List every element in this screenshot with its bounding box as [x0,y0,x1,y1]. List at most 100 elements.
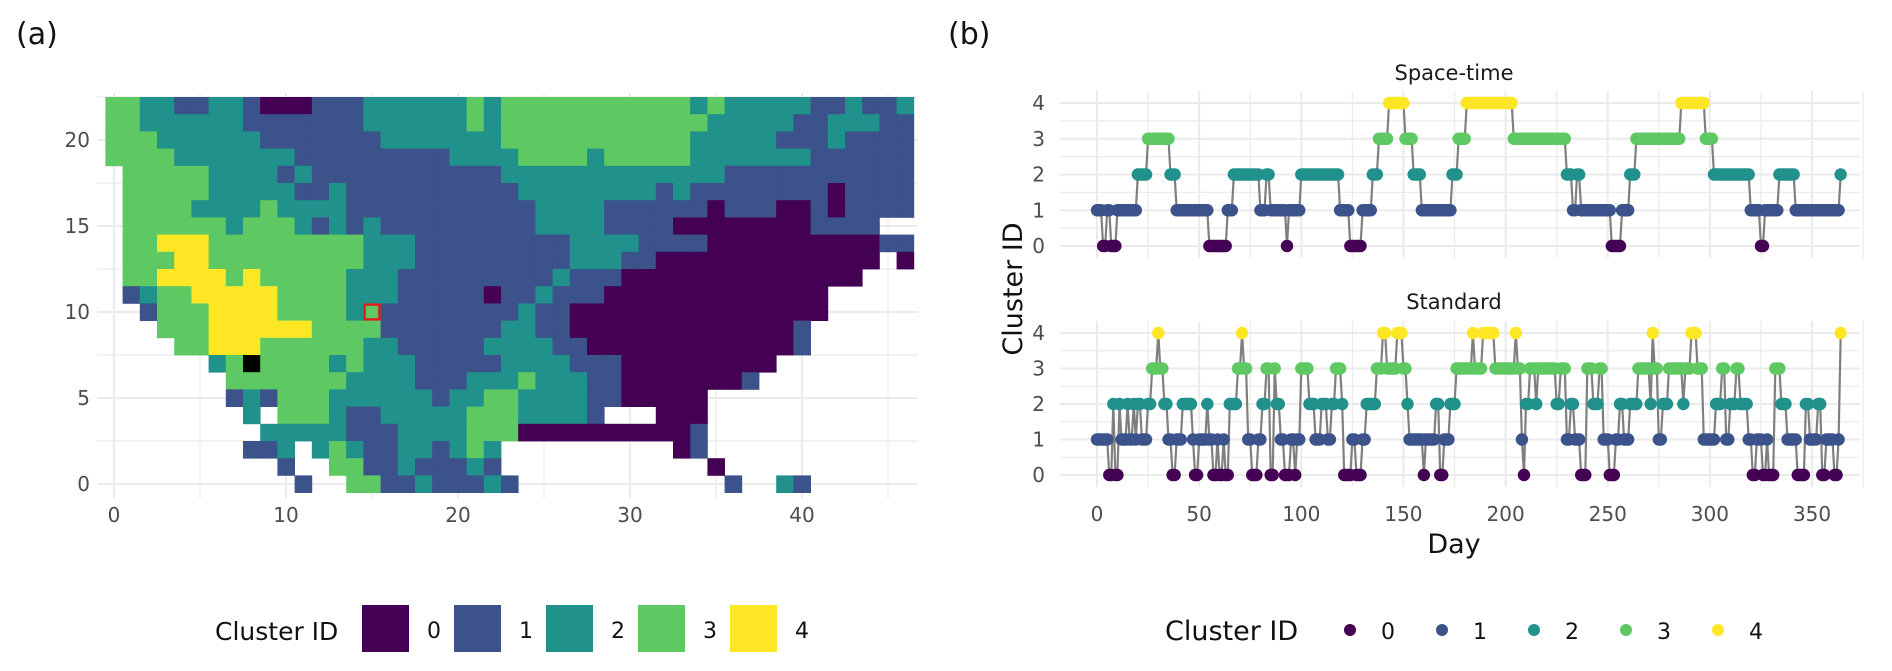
heatmap-cell [673,217,691,235]
heatmap-cell [380,234,399,253]
heatmap-cell [174,114,192,132]
heatmap-cell [793,337,811,356]
data-point [1442,433,1455,446]
heatmap-cell [810,165,829,184]
data-point [1466,326,1480,340]
heatmap-cell [346,355,364,373]
heatmap-cell [432,372,450,390]
heatmap-cell [793,320,811,339]
data-point [1595,362,1608,375]
heatmap-cell [690,355,708,373]
heatmap-cell [741,200,760,218]
heatmap-cell [724,148,743,167]
heatmap-cell [673,251,691,270]
heatmap-cell [621,183,639,201]
heatmap-cell [518,269,536,287]
heatmap-cell [311,337,330,356]
heatmap-cell [432,148,450,167]
heatmap-cell [621,372,639,390]
heatmap-cell [346,217,364,235]
heatmap-cell [587,183,605,201]
heatmap-cell [294,337,313,356]
heatmap-cell [346,286,364,304]
data-point [1293,204,1306,217]
heatmap-cell [793,286,811,304]
heatmap-cell [174,303,192,321]
data-point [1552,397,1565,411]
heatmap-cell [260,337,278,356]
heatmap-cell [329,148,347,167]
heatmap-cell [569,269,588,287]
heatmap-cell [432,475,450,493]
heatmap-cell [501,234,519,253]
heatmap-cell [896,183,915,201]
heatmap-cell [604,97,622,115]
data-point [1558,132,1572,145]
heatmap-cell [845,97,863,115]
heatmap-cell [552,269,571,287]
heatmap-cell [346,269,364,287]
heatmap-cell [225,148,244,167]
heatmap-cell [535,97,553,115]
heatmap-cell [621,114,639,132]
data-point [1266,468,1279,482]
heatmap-cell [724,217,743,235]
heatmap-cell [621,148,639,167]
heatmap-cell [449,423,467,442]
heatmap-cell [397,389,416,407]
heatmap-cell [793,475,811,493]
heatmap-cell [397,269,416,287]
legend-swatch [638,605,685,652]
heatmap-cell [827,131,846,149]
timeseries-points [1090,96,1847,482]
heatmap-cell [776,131,794,149]
heatmap-cell [569,337,588,356]
heatmap-cell [535,114,553,132]
heatmap-cell [741,131,760,149]
heatmap-cell [827,183,846,201]
data-point [1168,468,1181,482]
heatmap-cell [776,337,794,356]
heatmap-cell [724,251,743,270]
y-tick-label: 4 [1032,91,1045,115]
heatmap-cell [277,114,295,132]
heatmap-cell [879,114,897,132]
heatmap-cell [759,200,777,218]
heatmap-cell [363,389,381,407]
legend-swatch [362,605,409,652]
heatmap-cell [483,234,502,253]
heatmap-cell [793,97,811,115]
heatmap-cell [191,183,209,201]
heatmap-cell [518,423,536,442]
data-point [1258,397,1271,411]
heatmap-cell [673,148,691,167]
data-point [1771,204,1784,217]
heatmap-cell [879,165,897,184]
heatmap-cell [552,234,571,253]
heatmap-cell [449,131,467,149]
heatmap-cell [518,320,536,339]
heatmap-cell [518,217,536,235]
heatmap-cell [449,286,467,304]
heatmap-cell [638,269,657,287]
heatmap-cell [724,303,743,321]
heatmap-cell [122,131,141,149]
heatmap-cell [673,303,691,321]
heatmap-cell [311,423,330,442]
heatmap-cell [311,165,330,184]
heatmap-cell [776,234,794,253]
heatmap-cell [191,165,209,184]
heatmap-cell [604,234,622,253]
heatmap-cell [415,269,433,287]
heatmap-cell [552,355,571,373]
heatmap-cell [380,441,399,459]
heatmap-cell [294,97,313,115]
legend-dot [1344,624,1356,636]
heatmap-cell [191,234,209,253]
heatmap-cell [466,475,485,493]
data-point [1221,468,1234,482]
data-point [1354,239,1367,253]
y-tick-label: 10 [65,300,90,324]
heatmap-cell [655,303,674,321]
heatmap-cell [174,320,192,339]
